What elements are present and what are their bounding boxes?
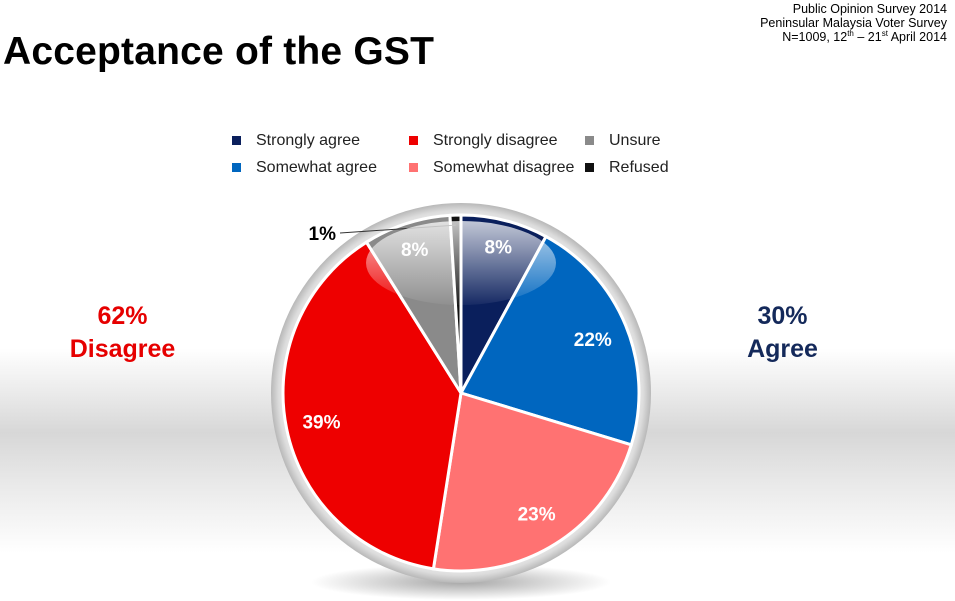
legend-label-strongly-agree: Strongly agree xyxy=(256,131,361,149)
source-line-2: Peninsular Malaysia Voter Survey xyxy=(760,16,947,30)
slice-label-somewhat-disagree: 23% xyxy=(518,505,556,526)
agree-percent: 30% xyxy=(757,302,808,330)
legend-swatch-somewhat-disagree xyxy=(409,163,418,172)
legend-label-strongly-disagree: Strongly disagree xyxy=(433,131,558,149)
source-line-1: Public Opinion Survey 2014 xyxy=(792,2,947,16)
source-line-3: N=1009, 12th – 21st April 2014 xyxy=(782,28,947,44)
disagree-label: Disagree xyxy=(69,335,176,363)
legend-item-somewhat-agree: Somewhat agree xyxy=(232,158,409,177)
survey-source: Public Opinion Survey 2014 Peninsular Ma… xyxy=(760,2,947,44)
legend-item-strongly-agree: Strongly agree xyxy=(232,131,409,150)
disagree-percent: 62% xyxy=(97,302,148,330)
agree-label: Agree xyxy=(747,335,818,363)
disagree-summary: 62% Disagree xyxy=(50,300,195,366)
legend-label-somewhat-agree: Somewhat agree xyxy=(256,158,377,176)
legend-label-unsure: Unsure xyxy=(609,131,661,149)
slice-label-somewhat-agree: 22% xyxy=(574,330,612,351)
chart-legend: Strongly agree Strongly disagree Unsure Som… xyxy=(232,131,712,177)
legend-swatch-refused xyxy=(585,163,594,172)
legend-item-strongly-disagree: Strongly disagree xyxy=(409,131,585,150)
slice-label-strongly-disagree: 39% xyxy=(302,413,340,434)
legend-swatch-strongly-disagree xyxy=(409,136,418,145)
slice-label-refused: 1% xyxy=(309,224,337,245)
pie-slice-somewhat-agree xyxy=(458,234,641,447)
legend-swatch-strongly-agree xyxy=(232,136,241,145)
legend-item-somewhat-disagree: Somewhat disagree xyxy=(409,158,585,177)
legend-label-refused: Refused xyxy=(609,158,669,176)
pie-slice-somewhat-disagree xyxy=(431,391,634,573)
agree-summary: 30% Agree xyxy=(720,300,845,366)
legend-label-somewhat-disagree: Somewhat disagree xyxy=(433,158,575,176)
legend-swatch-unsure xyxy=(585,136,594,145)
legend-item-unsure: Unsure xyxy=(585,131,695,150)
page-title: Acceptance of the GST xyxy=(3,30,435,73)
pie-gloss xyxy=(366,221,556,305)
legend-swatch-somewhat-agree xyxy=(232,163,241,172)
legend-item-refused: Refused xyxy=(585,158,695,177)
